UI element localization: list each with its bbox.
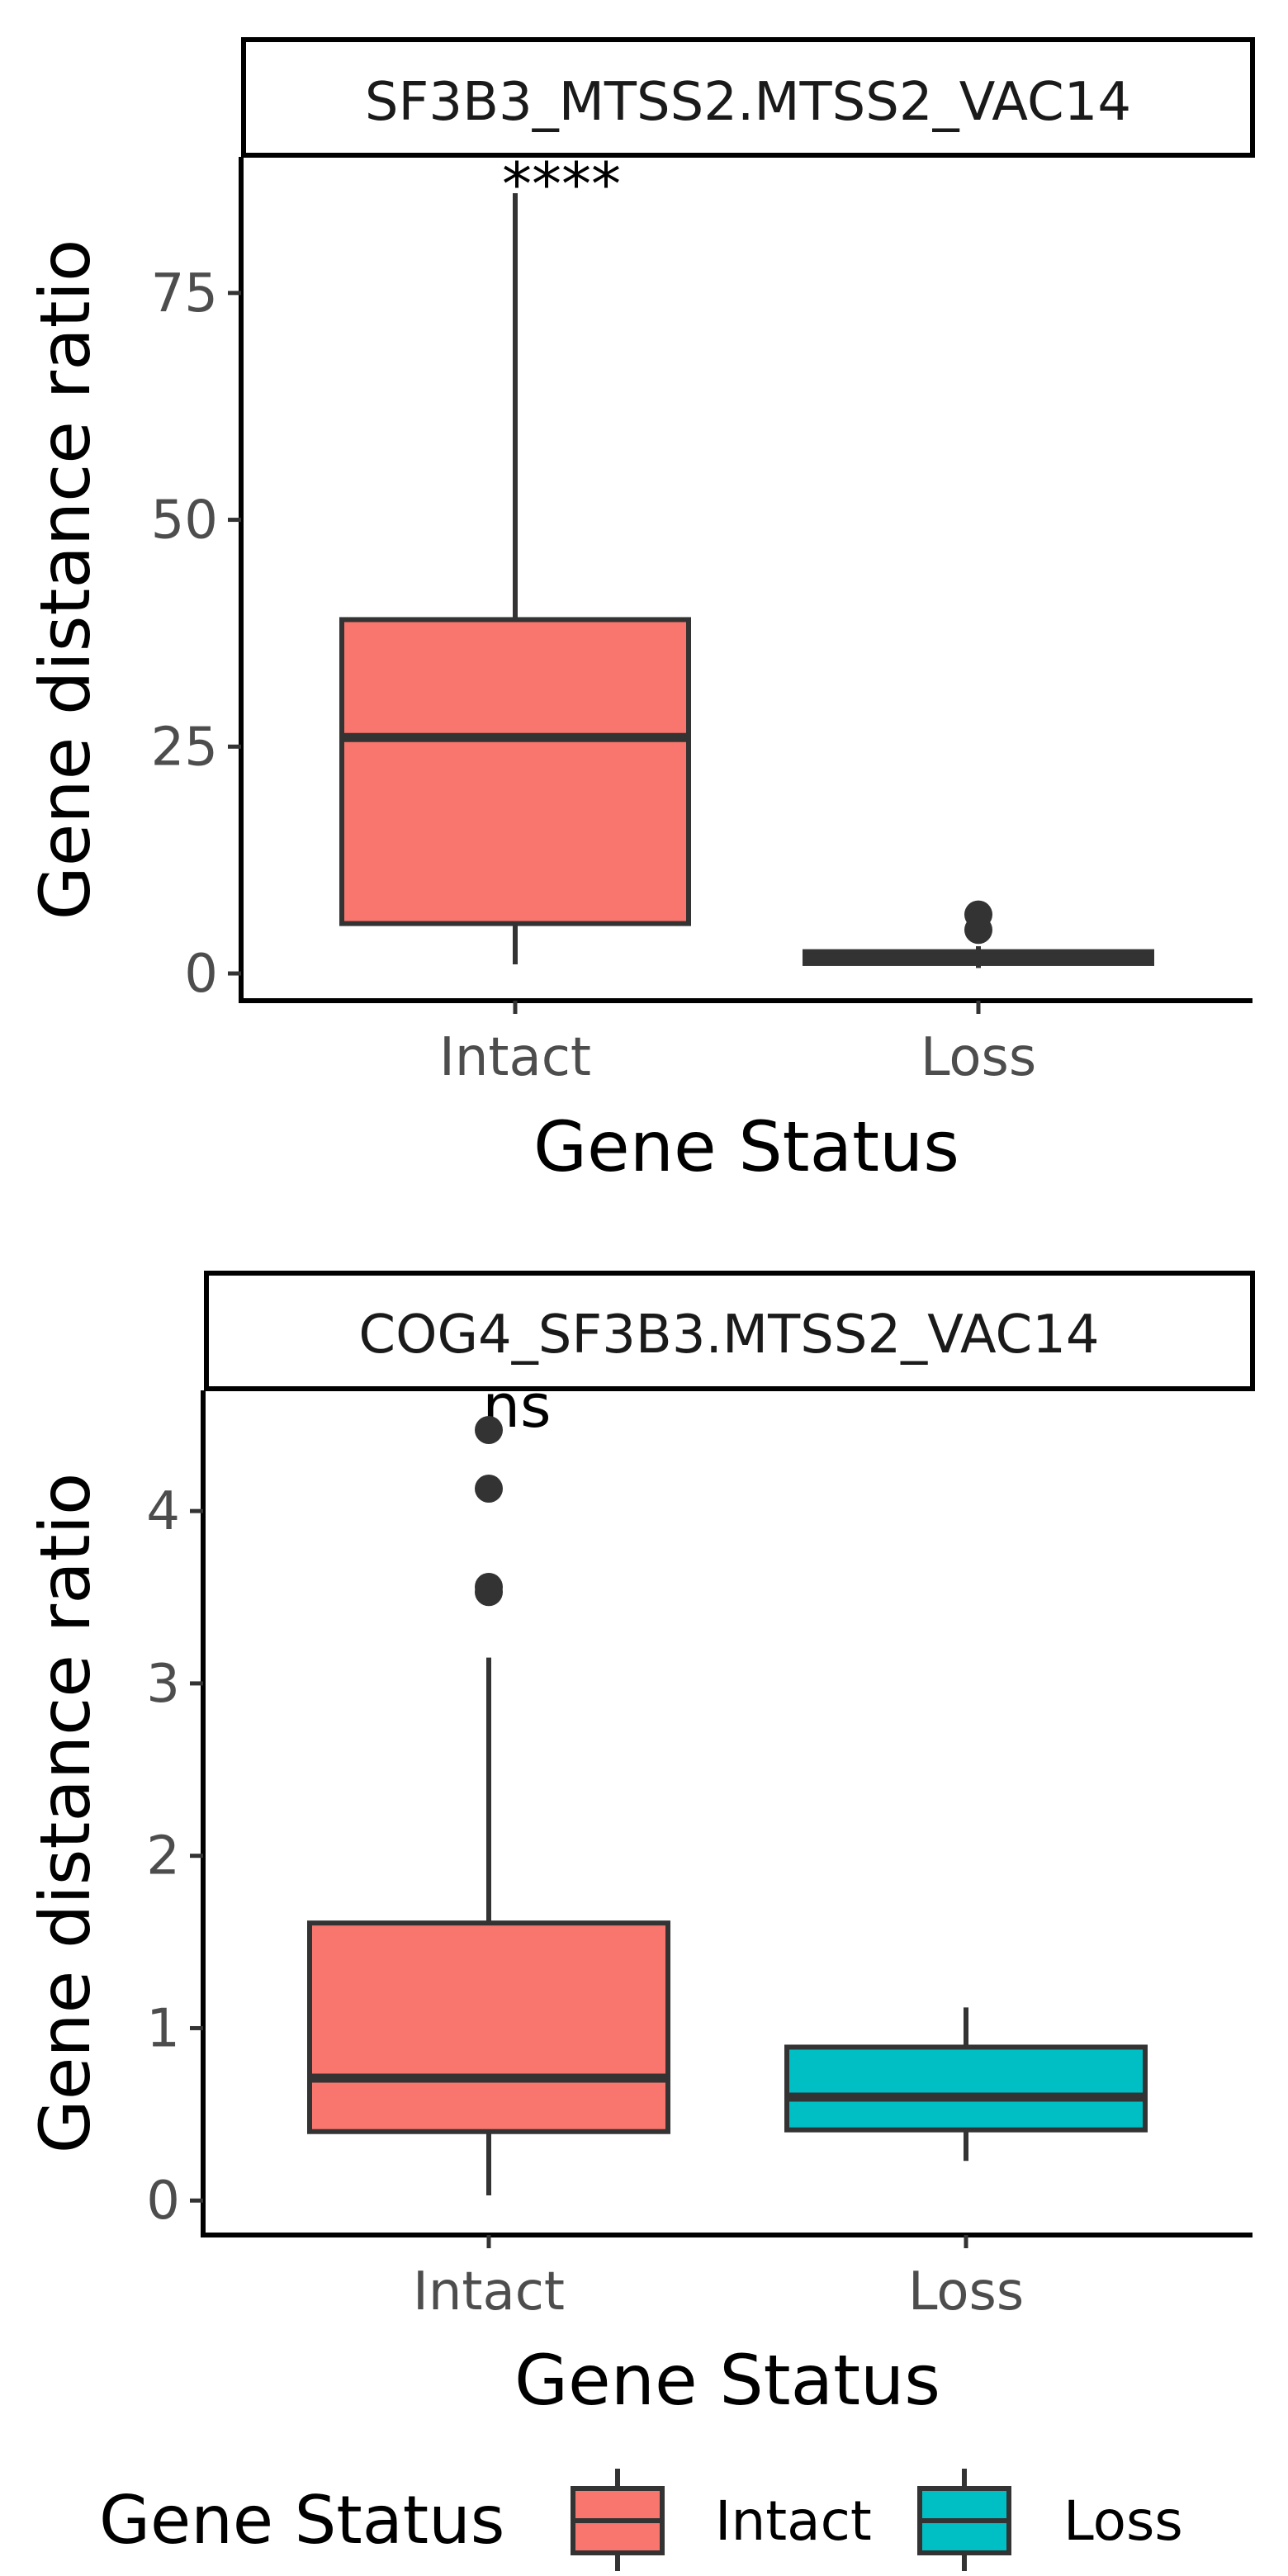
panel-title: SF3B3_MTSS2.MTSS2_VAC14: [365, 72, 1131, 133]
panel-title: COG4_SF3B3.MTSS2_VAC14: [358, 1305, 1099, 1366]
y-tick-label: 2: [146, 1826, 180, 1887]
legend: Gene Status Intact Loss: [99, 2469, 1183, 2571]
box-loss: [784, 2044, 1148, 2133]
y-tick-label: 0: [146, 2171, 180, 2232]
y-tick-label: 25: [151, 717, 218, 778]
legend-title: Gene Status: [99, 2482, 504, 2559]
x-tick-label-loss: Loss: [908, 2261, 1024, 2323]
legend-label-loss: Loss: [1063, 2489, 1183, 2553]
outlier-point: [964, 900, 992, 929]
x-tick-label-intact: Intact: [413, 2261, 565, 2323]
x-axis-title: Gene Status: [533, 1106, 959, 1187]
strip-background: [241, 37, 1255, 158]
y-tick-label: 50: [151, 490, 218, 552]
box-intact: [307, 1920, 670, 2134]
y-tick-label: 0: [184, 944, 218, 1005]
y-tick-label: 75: [151, 263, 218, 324]
outlier-point: [475, 1416, 503, 1445]
legend-item-loss: Loss: [917, 2469, 1183, 2571]
strip-background: [204, 1271, 1255, 1391]
x-tick-label-loss: Loss: [921, 1027, 1036, 1088]
y-axis-title: Gene distance ratio: [25, 239, 106, 921]
panel-1: SF3B3_MTSS2.MTSS2_VAC14 Gene distance ra…: [25, 37, 1255, 1187]
y-tick-label: 3: [146, 1654, 180, 1715]
outlier-point: [475, 1475, 503, 1503]
legend-label-intact: Intact: [715, 2489, 872, 2553]
outlier-point: [475, 1573, 503, 1602]
significance-label: ****: [502, 149, 621, 219]
y-tick-label: 4: [146, 1481, 180, 1542]
x-tick-label-intact: Intact: [439, 1027, 591, 1088]
panel-2: COG4_SF3B3.MTSS2_VAC14 Gene distance rat…: [25, 1271, 1255, 2421]
y-tick-label: 1: [146, 1998, 180, 2059]
x-axis-title: Gene Status: [514, 2340, 940, 2421]
box-intact: [339, 617, 691, 926]
y-axis-title: Gene distance ratio: [25, 1473, 106, 2154]
legend-item-intact: Intact: [571, 2469, 872, 2571]
